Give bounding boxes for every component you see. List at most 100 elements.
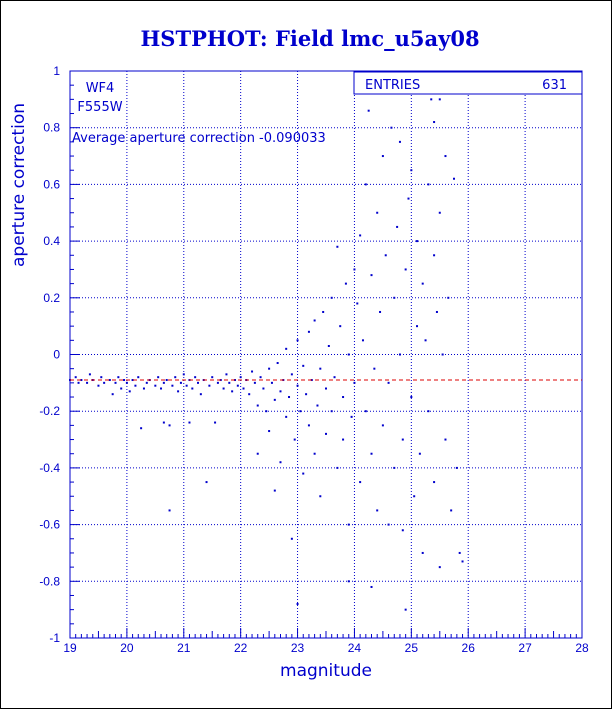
data-point	[342, 438, 345, 441]
data-point	[128, 390, 131, 393]
data-point	[444, 155, 447, 158]
data-point	[216, 381, 219, 384]
data-point	[265, 410, 268, 413]
data-point	[211, 376, 214, 379]
data-point	[208, 384, 211, 387]
data-point	[379, 310, 382, 313]
x-tick-label: 20	[120, 641, 134, 655]
data-point	[433, 481, 436, 484]
data-point	[361, 339, 364, 342]
y-tick-label: -1	[49, 631, 60, 645]
data-point	[450, 509, 453, 512]
data-point	[285, 415, 288, 418]
y-tick-label: -0.4	[39, 461, 60, 475]
data-point	[364, 183, 367, 186]
data-point	[177, 390, 180, 393]
data-point	[427, 183, 430, 186]
y-tick-label: 0.8	[43, 121, 60, 135]
data-point	[344, 282, 347, 285]
data-point	[157, 376, 160, 379]
data-point	[373, 367, 376, 370]
data-point	[270, 381, 273, 384]
data-point	[251, 370, 254, 373]
data-point	[74, 376, 77, 379]
data-point	[288, 396, 291, 399]
data-point	[407, 197, 410, 200]
data-point	[384, 254, 387, 257]
data-point	[438, 211, 441, 214]
data-point	[236, 384, 239, 387]
data-point	[290, 537, 293, 540]
data-point	[330, 296, 333, 299]
data-point	[191, 387, 194, 390]
data-point	[174, 376, 177, 379]
data-point	[242, 387, 245, 390]
data-point	[225, 373, 228, 376]
data-point	[256, 404, 259, 407]
data-point	[421, 551, 424, 554]
data-point	[256, 452, 259, 455]
data-point	[418, 452, 421, 455]
data-point	[404, 608, 407, 611]
data-point	[398, 140, 401, 143]
data-point	[123, 379, 126, 382]
data-point	[342, 396, 345, 399]
y-tick-label: 0.4	[43, 234, 60, 248]
data-point	[441, 353, 444, 356]
x-tick-label: 25	[405, 641, 419, 655]
data-point	[273, 398, 276, 401]
data-point	[410, 169, 413, 172]
data-point	[339, 325, 342, 328]
data-point	[100, 376, 103, 379]
data-point	[168, 424, 171, 427]
data-point	[259, 376, 262, 379]
data-point	[205, 481, 208, 484]
data-point	[347, 353, 350, 356]
data-point	[111, 393, 114, 396]
data-point	[165, 379, 168, 382]
x-tick-label: 28	[575, 641, 589, 655]
data-point	[410, 396, 413, 399]
data-point	[262, 387, 265, 390]
data-point	[381, 424, 384, 427]
data-point	[296, 384, 299, 387]
data-point	[188, 421, 191, 424]
x-tick-label: 23	[291, 641, 305, 655]
data-point	[285, 347, 288, 350]
data-point	[421, 282, 424, 285]
data-point	[398, 353, 401, 356]
data-point	[214, 421, 217, 424]
data-point	[353, 381, 356, 384]
data-point	[268, 367, 271, 370]
data-point	[248, 393, 251, 396]
data-point	[134, 384, 137, 387]
chip-label: WF4	[86, 81, 115, 96]
data-point	[413, 495, 416, 498]
data-point	[416, 325, 419, 328]
data-point	[86, 381, 89, 384]
data-point	[453, 177, 455, 180]
x-tick-label: 22	[234, 641, 248, 655]
y-axis-title: aperture correction	[9, 103, 29, 267]
y-tick-label: 1	[53, 64, 60, 78]
data-point	[444, 438, 447, 441]
data-point	[197, 381, 199, 384]
data-point	[305, 393, 308, 396]
data-point	[273, 489, 276, 492]
data-point	[114, 381, 117, 384]
data-point	[296, 602, 299, 605]
data-point	[168, 509, 171, 512]
data-point	[376, 211, 379, 214]
data-point	[313, 319, 316, 322]
x-tick-label: 21	[177, 641, 191, 655]
data-point	[199, 393, 202, 396]
data-point	[162, 421, 165, 424]
data-point	[140, 427, 143, 430]
data-point	[228, 381, 231, 384]
data-point	[381, 155, 384, 158]
data-point	[268, 430, 271, 433]
data-point	[299, 410, 302, 413]
data-point	[194, 376, 197, 379]
data-point	[322, 310, 325, 313]
data-point	[290, 373, 293, 376]
